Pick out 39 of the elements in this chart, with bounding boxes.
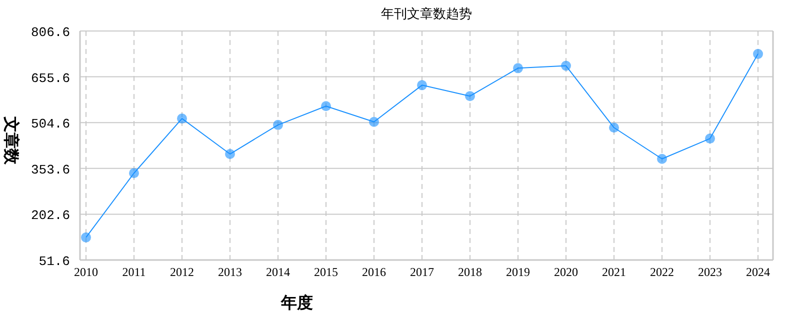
y-tick-label: 51.6 xyxy=(38,254,70,269)
y-tick-label: 504.6 xyxy=(30,116,70,132)
x-tick-label: 2019 xyxy=(506,265,530,279)
x-tick-label: 2018 xyxy=(458,265,482,279)
point xyxy=(177,114,187,124)
x-tick-label: 2024 xyxy=(746,265,770,279)
y-tick-label: 353.6 xyxy=(30,162,70,178)
x-tick-label: 2017 xyxy=(410,265,434,279)
y-tick-label: 655.6 xyxy=(30,70,70,86)
point xyxy=(321,101,331,112)
x-tick-label: 2023 xyxy=(698,265,722,279)
point xyxy=(129,168,139,178)
x-tick-label: 2021 xyxy=(602,265,626,279)
point xyxy=(609,122,619,133)
y-axis-title: 文章数 xyxy=(2,116,20,166)
point xyxy=(369,116,379,127)
x-tick-label: 2011 xyxy=(122,265,146,279)
point xyxy=(705,134,715,144)
x-tick-label: 2014 xyxy=(266,265,290,279)
y-tick-label: 202.6 xyxy=(30,208,70,224)
x-tick-label: 2020 xyxy=(554,265,578,279)
point xyxy=(513,63,523,74)
x-tick-label: 2010 xyxy=(74,265,98,279)
point xyxy=(417,80,427,90)
x-tick-label: 2022 xyxy=(650,265,674,279)
point xyxy=(753,48,763,59)
y-tick-label: 806.6 xyxy=(30,25,70,40)
point xyxy=(81,232,91,242)
x-tick-label: 2015 xyxy=(314,265,338,279)
x-tick-label: 2016 xyxy=(362,265,386,279)
x-tick-label: 2012 xyxy=(170,265,194,279)
chart-title: 年刊文章数趋势 xyxy=(381,6,472,21)
point xyxy=(273,120,283,130)
point xyxy=(465,91,475,102)
x-axis-title: 年度 xyxy=(280,293,313,312)
x-tick-label: 2013 xyxy=(218,265,242,279)
point xyxy=(561,60,571,71)
point xyxy=(225,149,235,160)
point xyxy=(657,154,667,164)
